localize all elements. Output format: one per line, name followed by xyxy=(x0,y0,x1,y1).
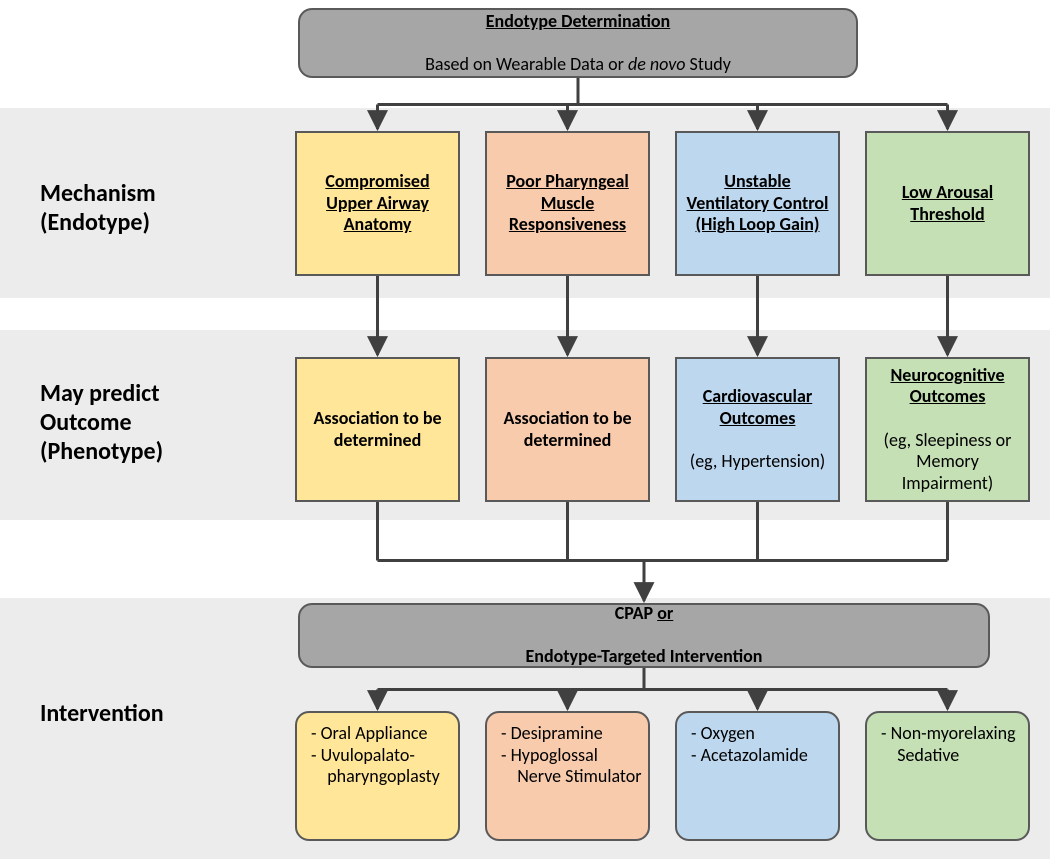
intervention-box-1: - Desipramine- Hypoglossal Nerve Stimula… xyxy=(485,711,650,841)
row-label-intervention: Intervention xyxy=(40,700,164,729)
row-label-outcome: May predictOutcome(Phenotype) xyxy=(40,380,163,466)
intervention-box-0: - Oral Appliance- Uvulopalato-pharyngopl… xyxy=(295,711,460,841)
outcome-box-2: Cardiovascular Outcomes(eg, Hypertension… xyxy=(675,357,840,502)
mechanism-box-1: Poor Pharyngeal Muscle Responsiveness xyxy=(485,131,650,276)
top-box: Endotype DeterminationBased on Wearable … xyxy=(298,8,858,78)
intervention-box-2: - Oxygen- Acetazolamide xyxy=(675,711,840,841)
outcome-box-3: Neurocognitive Outcomes(eg, Sleepiness o… xyxy=(865,357,1030,502)
outcome-box-0: Association to be determined xyxy=(295,357,460,502)
mechanism-box-2: Unstable Ventilatory Control (High Loop … xyxy=(675,131,840,276)
mechanism-box-0: Compromised Upper Airway Anatomy xyxy=(295,131,460,276)
cpap-box: CPAP orEndotype-Targeted Intervention xyxy=(298,603,990,668)
outcome-box-1: Association to be determined xyxy=(485,357,650,502)
row-label-mechanism: Mechanism(Endotype) xyxy=(40,180,156,238)
intervention-box-3: - Non-myorelaxing Sedative xyxy=(865,711,1030,841)
mechanism-box-3: Low Arousal Threshold xyxy=(865,131,1030,276)
